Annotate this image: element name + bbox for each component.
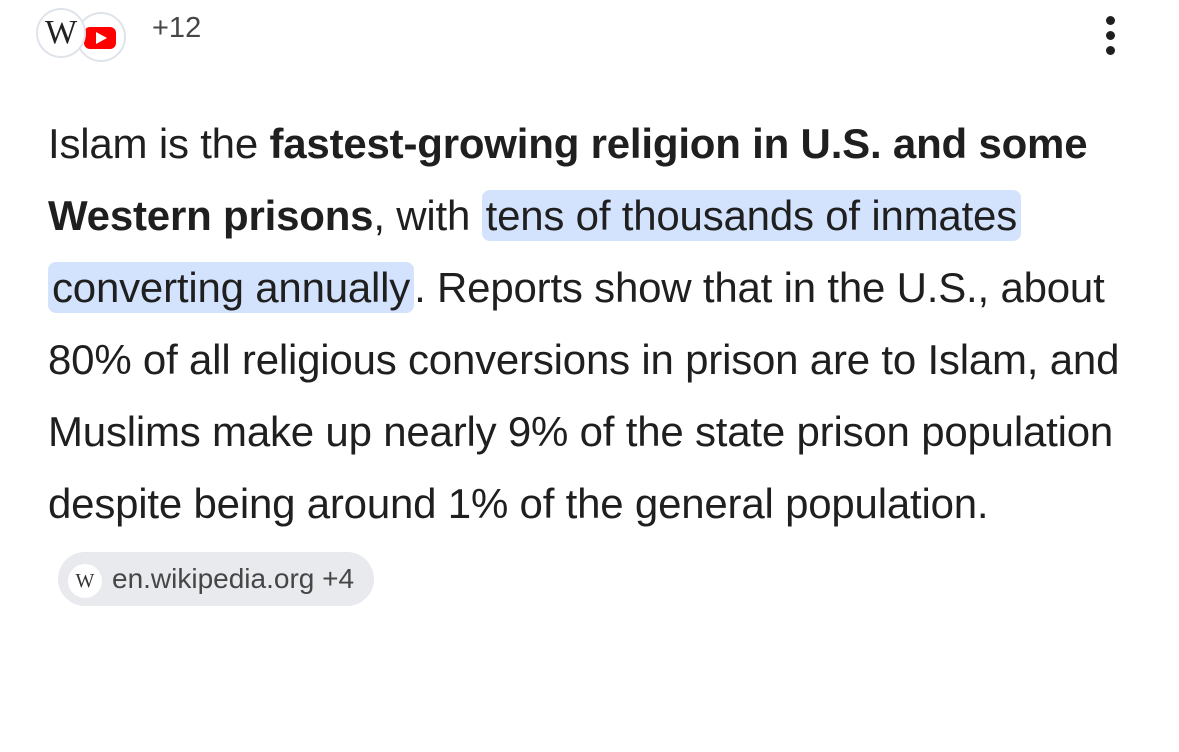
dot: [1106, 46, 1115, 55]
overview-text: Islam is the fastest-growing religion in…: [48, 108, 1138, 612]
dot: [1106, 31, 1115, 40]
sources-header: W +12: [36, 8, 1156, 62]
text-segment: Islam is the: [48, 120, 270, 167]
youtube-logo: [84, 27, 116, 49]
youtube-icon[interactable]: [76, 12, 126, 62]
text-segment: , with: [373, 192, 482, 239]
citation-icon: W: [68, 563, 102, 598]
dot: [1106, 16, 1115, 25]
source-icon[interactable]: W: [36, 8, 86, 58]
more-sources[interactable]: +12: [152, 12, 202, 44]
text-segment: fastest-growing religion in U.S. and som…: [48, 120, 1088, 239]
menu-button[interactable]: [1106, 16, 1116, 61]
citation-label: en.wikipedia.org +4: [112, 562, 355, 594]
text-segment: . Reports show that in the U.S., about 8…: [48, 264, 1120, 527]
